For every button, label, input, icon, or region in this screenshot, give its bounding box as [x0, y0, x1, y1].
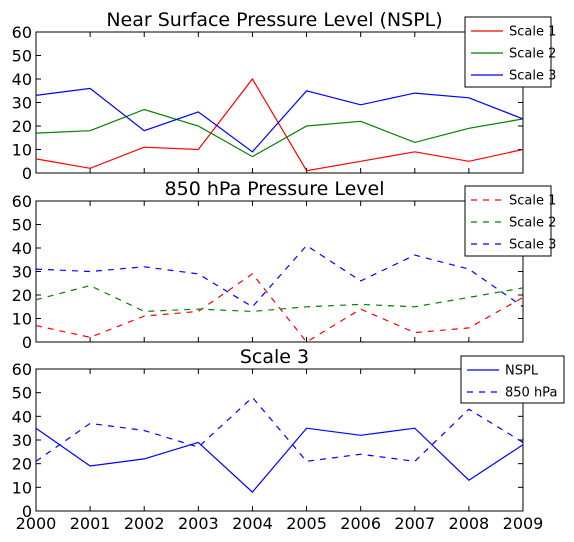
y-tick-label: 50: [12, 47, 32, 66]
series-line-1: [35, 77, 524, 172]
x-tick-label: 2002: [124, 514, 165, 533]
legend-label: Scale 1: [509, 194, 556, 209]
legend-label: Scale 3: [509, 238, 556, 253]
legend-label: Scale 2: [509, 216, 556, 231]
series-line-3: [35, 244, 524, 308]
y-tick-label: 20: [12, 117, 32, 136]
y-tick-label: 30: [12, 263, 32, 282]
x-tick-label: 2005: [286, 514, 327, 533]
y-tick-label: 20: [12, 455, 32, 474]
y-tick-label: 0: [22, 502, 32, 521]
y-tick-label: 60: [12, 360, 32, 379]
chart-title: Scale 3: [240, 346, 309, 368]
x-tick-label: 2006: [340, 514, 381, 533]
x-tick-label: 2007: [394, 514, 435, 533]
y-tick-label: 60: [12, 23, 32, 42]
x-tick-label: 2008: [449, 514, 490, 533]
x-tick-label: 2003: [178, 514, 219, 533]
y-tick-label: 40: [12, 407, 32, 426]
series-line-2: [35, 108, 524, 158]
legend-label: Scale 1: [509, 25, 556, 40]
chart-panel-2: 850 hPa Pressure Level 0 10 20 30 40 50 60 Scale…: [12, 178, 557, 352]
y-tick-label: 40: [12, 70, 32, 89]
y-tick-label: 10: [12, 141, 32, 160]
y-tick-label: 30: [12, 431, 32, 450]
y-tick-label: 10: [12, 310, 32, 329]
y-tick-label: 60: [12, 192, 32, 211]
y-tick-label: 40: [12, 239, 32, 258]
legend: Scale 1 Scale 2 Scale 3: [464, 185, 556, 257]
chart-title: Near Surface Pressure Level (NSPL): [106, 9, 442, 31]
y-tick-label: 10: [12, 478, 32, 497]
x-tick-label: 2004: [232, 514, 273, 533]
chart-panel-1: Near Surface Pressure Level (NSPL) 0 10 20 3…: [12, 9, 557, 183]
legend-box: [460, 355, 565, 404]
legend: Scale 1 Scale 2 Scale 3: [464, 16, 556, 88]
y-tick-label: 0: [22, 333, 32, 352]
chart-panel-3: Scale 3 0 10 20 30 40 50 60 2000 2001 2002 2003 2004…: [12, 346, 565, 533]
legend-label: Scale 3: [509, 69, 556, 84]
series-line-1: [35, 273, 524, 343]
y-tick-label: 0: [22, 164, 32, 183]
plot-frame: [35, 368, 524, 512]
y-tick-label: 30: [12, 94, 32, 113]
x-tick-label: 2009: [503, 514, 544, 533]
series-line-1: [35, 427, 524, 493]
x-tick-label: 2000: [16, 514, 57, 533]
legend-label: NSPL: [505, 364, 539, 379]
legend-box: [464, 185, 552, 257]
series-line-3: [35, 87, 524, 153]
series-line-2: [35, 396, 524, 462]
x-tick-label: 2001: [70, 514, 111, 533]
legend-label: Scale 2: [509, 47, 556, 62]
legend: NSPL 850 hPa: [460, 355, 565, 404]
series-line-2: [35, 284, 524, 313]
y-tick-label: 50: [12, 216, 32, 235]
legend-label: 850 hPa: [505, 386, 557, 401]
plot-frame: [35, 200, 524, 343]
chart-title: 850 hPa Pressure Level: [165, 178, 385, 200]
y-tick-label: 20: [12, 286, 32, 305]
y-tick-label: 50: [12, 384, 32, 403]
